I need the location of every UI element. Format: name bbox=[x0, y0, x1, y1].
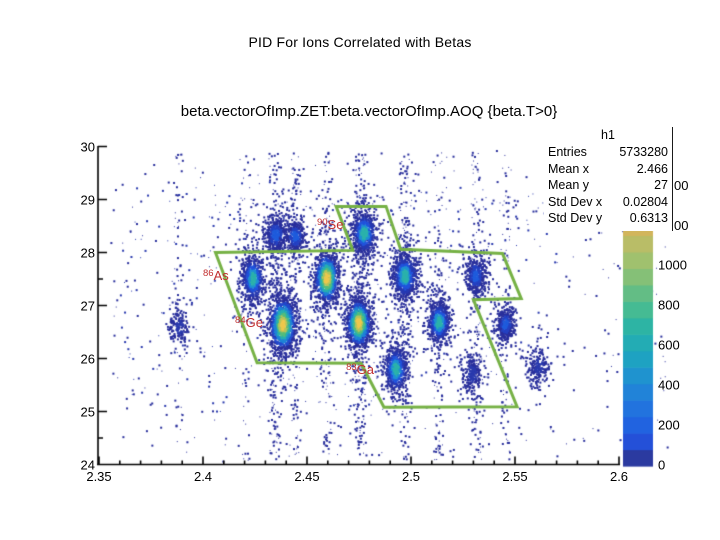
x-axis-tick-label: 2.5 bbox=[401, 469, 421, 484]
stats-row-value: 0.02804 bbox=[622, 194, 668, 209]
x-axis-tick-label: 2.45 bbox=[294, 469, 320, 484]
stats-row: Std Dev y 0.6313 bbox=[544, 210, 672, 227]
colorbar-tick-label: 800 bbox=[658, 297, 680, 313]
colorbar-clipped-tick-label: 00 bbox=[674, 218, 689, 233]
x-axis-tick-label: 2.6 bbox=[609, 469, 629, 484]
stats-row-label: Mean x bbox=[548, 161, 589, 176]
stats-row-label: Std Dev y bbox=[548, 211, 603, 226]
stats-row-value: 2.466 bbox=[636, 161, 668, 176]
colorbar-clipped-tick-label: 00 bbox=[674, 178, 689, 193]
y-axis-tick-label: 26 bbox=[80, 351, 95, 366]
x-axis-tick-label: 2.55 bbox=[502, 469, 528, 484]
stats-row-label: Std Dev x bbox=[548, 194, 603, 209]
stats-row: Mean y 27 bbox=[544, 177, 672, 194]
stats-row: Entries 5733280 bbox=[544, 144, 672, 161]
x-axis-tick-label: 2.4 bbox=[193, 469, 213, 484]
colorbar-tick-label: 400 bbox=[658, 377, 680, 393]
stats-row-value: 27 bbox=[654, 178, 668, 193]
stats-box: h1 Entries 5733280 Mean x 2.466 Mean y 27 Std … bbox=[544, 127, 673, 231]
y-axis-tick-label: 28 bbox=[80, 245, 95, 260]
isotope-label: 86As bbox=[203, 267, 229, 283]
page-title: PID For Ions Correlated with Betas bbox=[248, 34, 472, 50]
y-axis-tick-label: 25 bbox=[80, 404, 95, 419]
isotope-label: 84Ge bbox=[235, 315, 263, 331]
colorbar-tick-label: 200 bbox=[658, 417, 680, 433]
stats-rows: Entries 5733280 Mean x 2.466 Mean y 27 Std Dev… bbox=[544, 144, 672, 227]
stats-row-label: Mean y bbox=[548, 178, 589, 193]
isotope-label: 83Ga bbox=[346, 362, 375, 378]
colorbar-tick-label: 0 bbox=[658, 457, 666, 473]
x-axis-tick-label: 2.35 bbox=[86, 469, 112, 484]
isotope-label: 90Se bbox=[316, 217, 344, 232]
stats-row-value: 0.6313 bbox=[629, 211, 668, 226]
histogram-title: beta.vectorOfImp.ZET:beta.vectorOfImp.AO… bbox=[180, 103, 558, 120]
stats-row-label: Entries bbox=[548, 145, 587, 159]
stats-row-value: 5733280 bbox=[619, 145, 668, 159]
y-axis-tick-label: 27 bbox=[80, 298, 95, 313]
stats-row: Std Dev x 0.02804 bbox=[544, 194, 672, 211]
stats-row: Mean x 2.466 bbox=[544, 161, 672, 178]
colorbar-tick-label: 600 bbox=[658, 337, 680, 353]
colorbar-tick-label: 1000 bbox=[658, 257, 687, 273]
y-axis-tick-label: 24 bbox=[80, 457, 95, 472]
y-axis-tick-label: 30 bbox=[80, 139, 95, 154]
y-axis-tick-label: 29 bbox=[80, 192, 95, 207]
stats-box-title: h1 bbox=[601, 128, 615, 142]
